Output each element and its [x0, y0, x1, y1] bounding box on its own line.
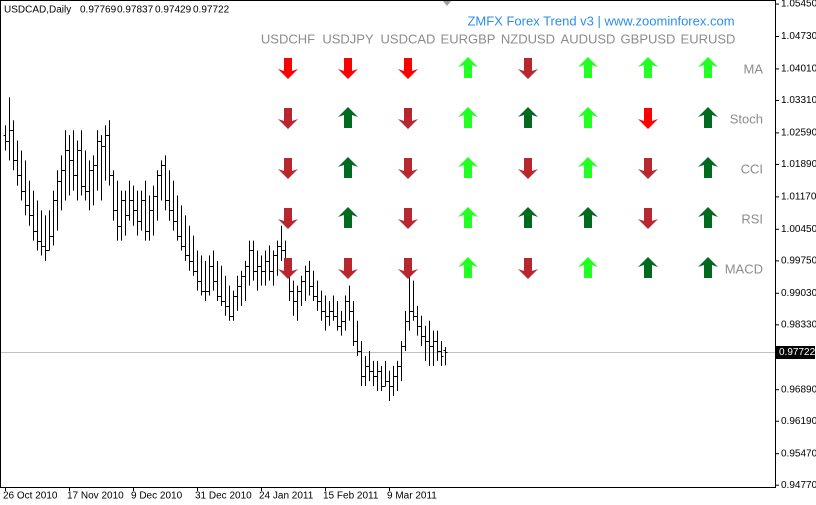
y-tick-label: 0.96190	[781, 416, 816, 427]
y-tick-label: 0.99750	[781, 255, 816, 266]
signal-arrow	[638, 208, 658, 229]
x-tick-label: 24 Jan 2011	[259, 491, 314, 502]
signal-arrow	[278, 158, 298, 179]
signal-arrow	[518, 207, 538, 228]
pair-label: USDJPY	[322, 31, 374, 46]
signal-arrow	[398, 208, 418, 229]
signal-arrow	[518, 107, 538, 128]
signal-arrow	[698, 257, 718, 278]
header-low: 0.97429	[155, 5, 192, 16]
signal-arrow	[458, 257, 478, 278]
pair-label: EURUSD	[681, 31, 736, 46]
y-tick-label: 1.04010	[781, 64, 816, 75]
signal-arrow	[638, 158, 658, 179]
signal-arrow	[338, 207, 358, 228]
price-label: 0.97722	[779, 347, 816, 358]
signal-arrow	[638, 257, 658, 278]
signal-arrow	[398, 158, 418, 179]
signal-arrow	[458, 157, 478, 178]
y-tick-label: 1.00450	[781, 224, 816, 235]
signal-arrow	[578, 57, 598, 78]
row-label: CCI	[741, 161, 763, 176]
signal-arrow	[698, 57, 718, 78]
y-tick-label: 1.02590	[781, 128, 816, 139]
price-label-box	[776, 346, 815, 359]
header-high: 0.97837	[117, 5, 154, 16]
x-tick-label: 31 Dec 2010	[195, 491, 252, 502]
signal-arrow	[278, 108, 298, 129]
header-close: 0.97722	[193, 5, 230, 16]
x-tick-label: 9 Mar 2011	[387, 491, 437, 502]
signal-arrow	[578, 257, 598, 278]
signal-arrow	[578, 157, 598, 178]
signal-arrow	[518, 158, 538, 179]
signal-arrow	[338, 258, 358, 279]
chart-title: USDCAD,Daily	[4, 5, 71, 16]
y-tick-label: 0.94770	[781, 480, 816, 491]
pair-label: USDCAD	[381, 31, 436, 46]
signal-arrow	[698, 207, 718, 228]
row-label: Stoch	[730, 111, 763, 126]
header-open: 0.97769	[80, 5, 117, 16]
pair-label: GBPUSD	[621, 31, 676, 46]
signal-arrow	[458, 207, 478, 228]
signal-arrow	[398, 258, 418, 279]
signal-arrow	[458, 107, 478, 128]
y-tick-label: 1.05450	[781, 0, 816, 10]
signal-arrow	[278, 258, 298, 279]
pair-label: NZDUSD	[501, 31, 555, 46]
signal-arrow	[398, 58, 418, 79]
pair-label: AUDUSD	[561, 31, 616, 46]
row-label: MA	[744, 61, 764, 76]
indicator-title: ZMFX Forex Trend v3 | www.zoominforex.co…	[467, 13, 734, 28]
signal-arrow	[458, 57, 478, 78]
signal-arrow	[578, 107, 598, 128]
signal-arrow	[278, 58, 298, 79]
row-label: MACD	[725, 261, 763, 276]
signal-arrow	[578, 207, 598, 228]
signal-arrow	[638, 57, 658, 78]
signal-arrow	[338, 157, 358, 178]
y-tick-label: 0.95470	[781, 448, 816, 459]
signal-arrow	[398, 108, 418, 129]
signal-arrow	[518, 258, 538, 279]
x-tick-label: 9 Dec 2010	[131, 491, 183, 502]
signal-arrow	[518, 58, 538, 79]
y-tick-label: 1.01170	[781, 192, 816, 203]
x-tick-label: 26 Oct 2010	[3, 491, 58, 502]
x-tick-label: 17 Nov 2010	[67, 491, 124, 502]
signal-arrow	[278, 208, 298, 229]
row-label: RSI	[741, 211, 763, 226]
y-tick-label: 0.99030	[781, 288, 816, 299]
y-tick-label: 1.03310	[781, 95, 816, 106]
signal-arrow	[638, 108, 658, 129]
x-tick-label: 15 Feb 2011	[323, 491, 379, 502]
y-tick-label: 0.96890	[781, 384, 816, 395]
y-tick-label: 1.01890	[781, 159, 816, 170]
signal-arrow	[698, 157, 718, 178]
plot-frame	[0, 0, 776, 488]
y-tick-label: 0.98330	[781, 319, 816, 330]
shift-marker	[443, 1, 451, 6]
signal-arrow	[338, 107, 358, 128]
signal-arrow	[698, 107, 718, 128]
pair-label: USDCHF	[261, 31, 315, 46]
y-tick-label: 1.04730	[781, 31, 816, 42]
signal-arrow	[338, 58, 358, 79]
pair-label: EURGBP	[441, 31, 496, 46]
